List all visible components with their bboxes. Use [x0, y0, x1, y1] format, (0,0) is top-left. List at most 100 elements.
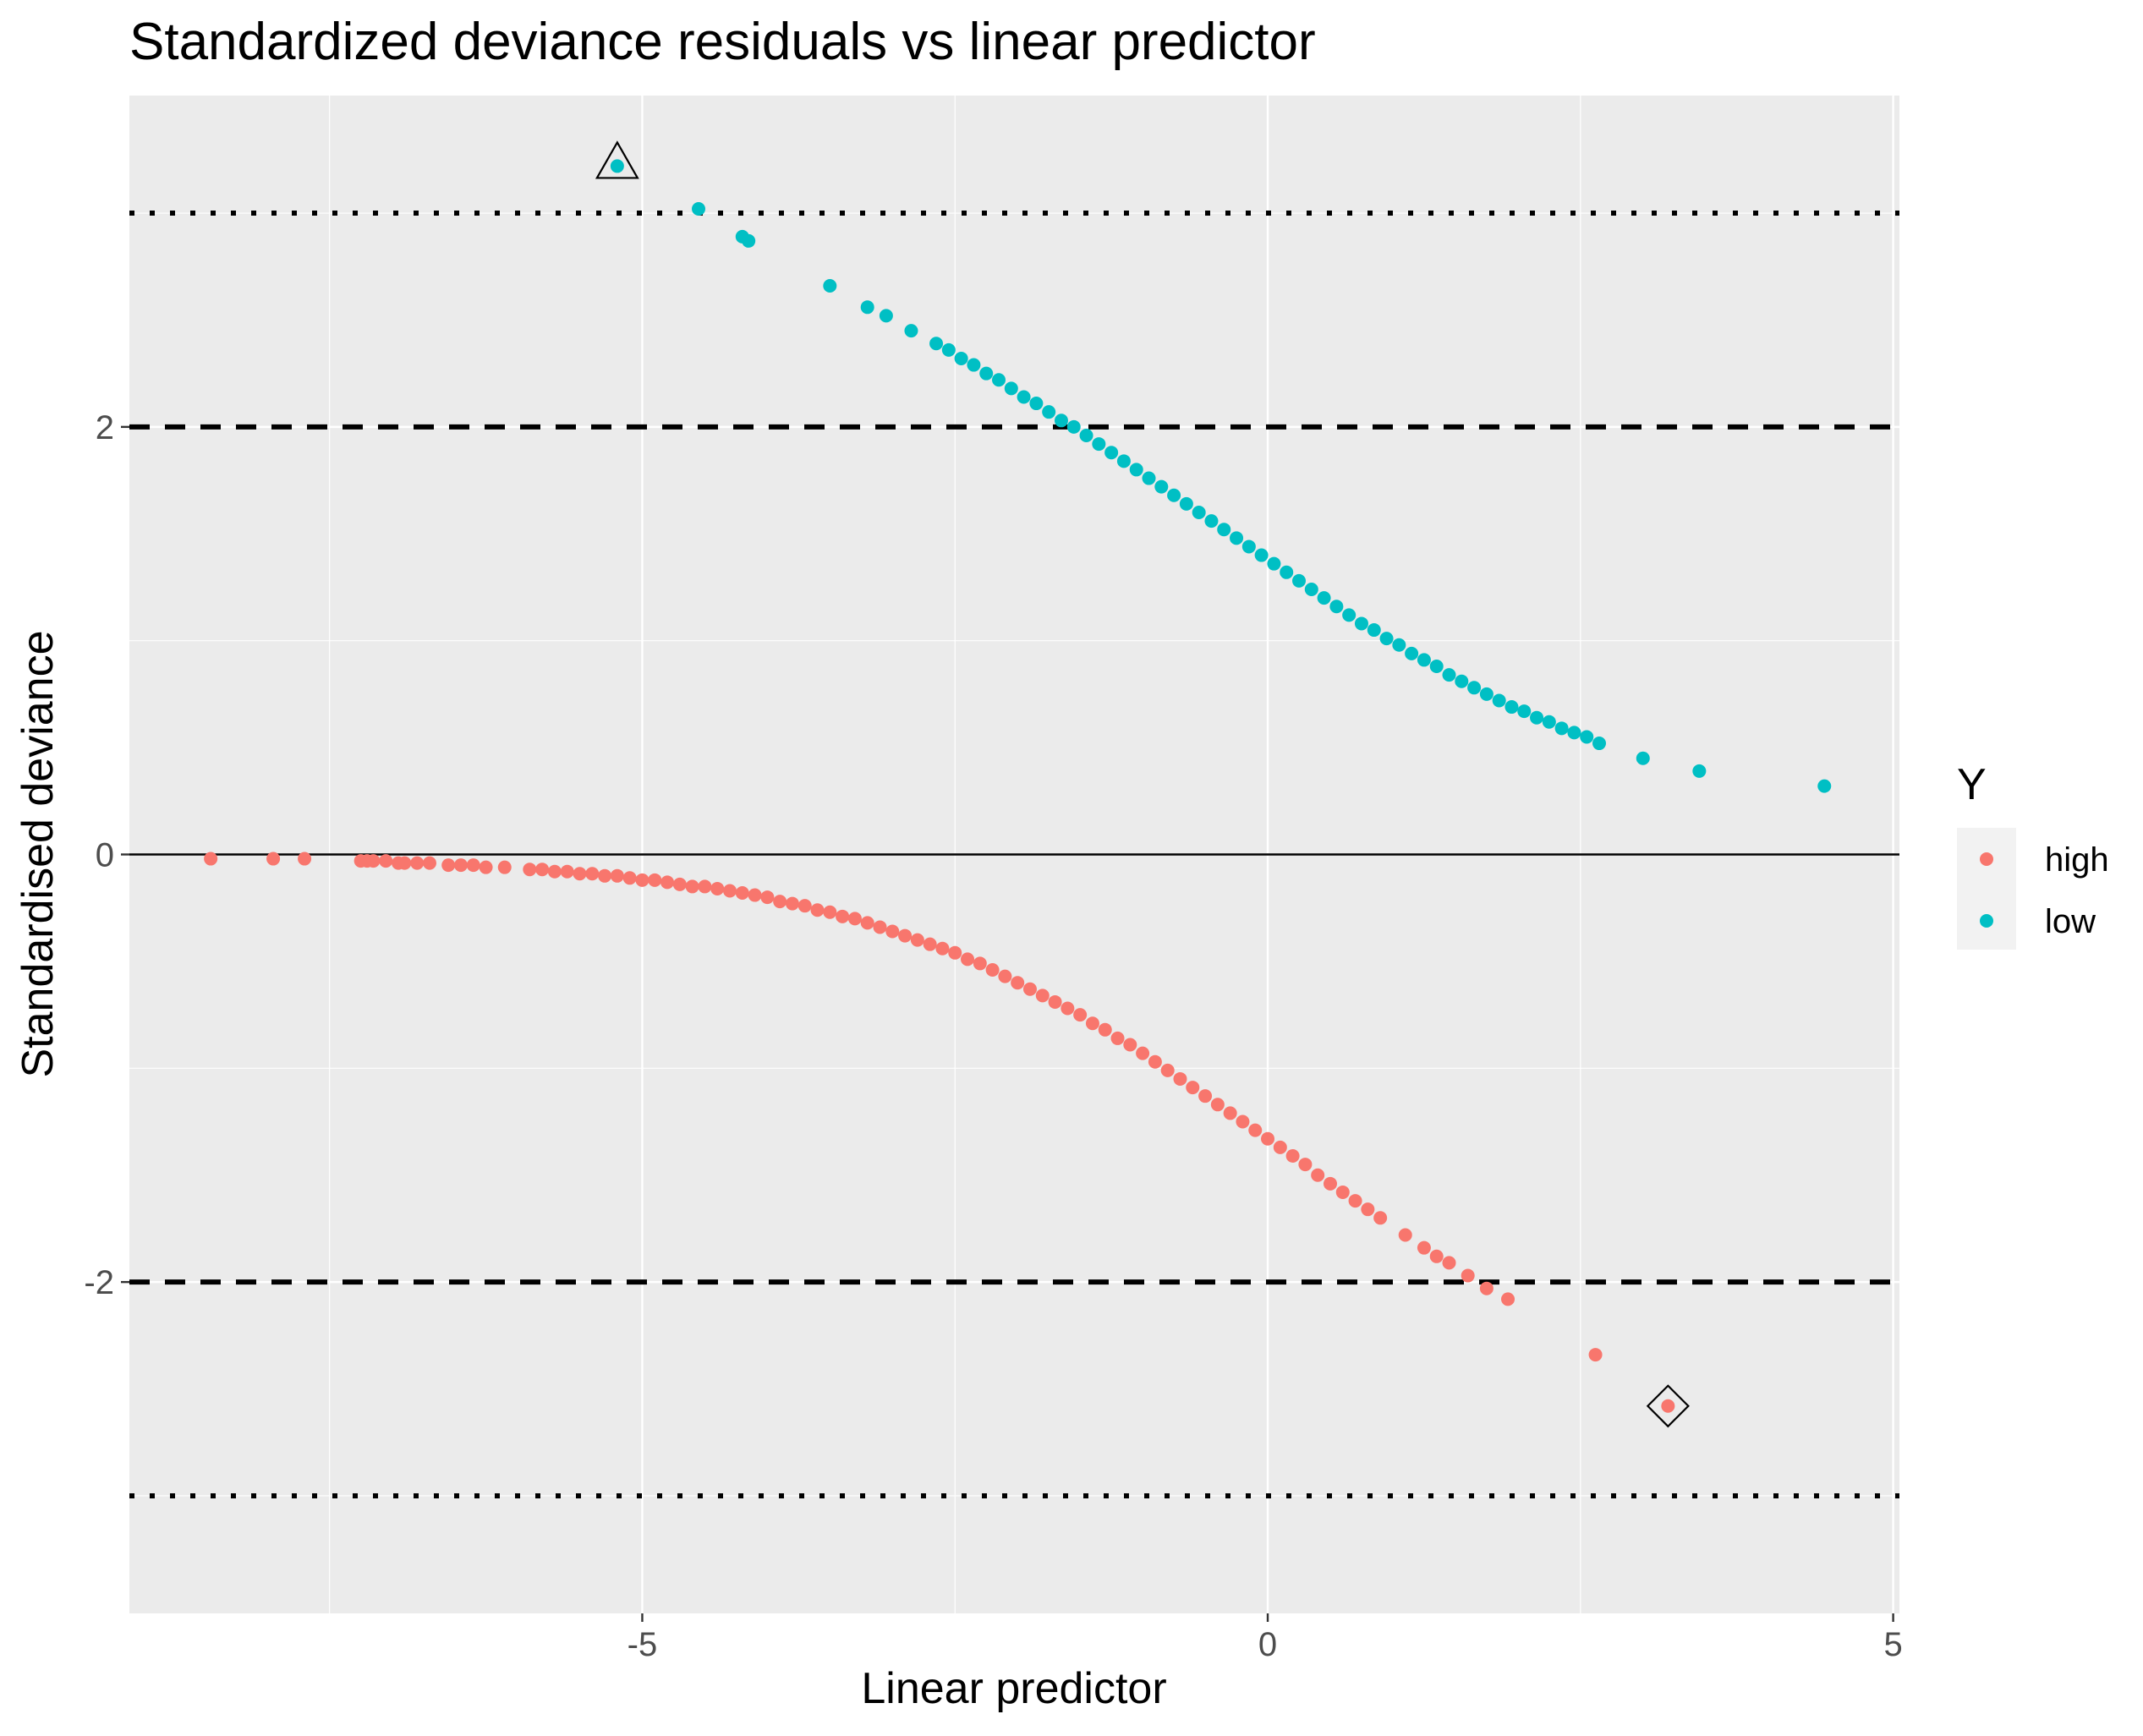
- data-point-high: [685, 879, 699, 894]
- data-point-low: [1042, 405, 1056, 419]
- data-point-low: [954, 351, 968, 365]
- data-point-low: [1192, 505, 1206, 519]
- data-point-low: [1455, 674, 1469, 688]
- legend-label-high: high: [2045, 841, 2109, 879]
- data-point-low: [1054, 413, 1068, 428]
- data-point-low: [1179, 496, 1193, 511]
- data-point-low: [1636, 751, 1650, 765]
- data-point-low: [1692, 764, 1707, 778]
- data-point-low: [904, 324, 918, 338]
- data-point-low: [929, 337, 944, 351]
- data-point-high: [622, 871, 637, 885]
- data-point-low: [879, 309, 893, 323]
- data-point-high: [1035, 988, 1050, 1003]
- data-point-high: [1323, 1176, 1337, 1191]
- data-point-high: [785, 896, 799, 911]
- data-point-high: [535, 863, 550, 877]
- legend: Y high low: [1957, 760, 2109, 950]
- data-point-high: [923, 937, 937, 951]
- legend-entry-low: low: [1980, 903, 2096, 940]
- data-point-low: [1230, 531, 1244, 545]
- data-point-high: [1186, 1081, 1200, 1095]
- data-point-high: [1417, 1240, 1431, 1255]
- data-point-high: [1479, 1281, 1494, 1295]
- data-point-high: [948, 945, 962, 960]
- data-point-high: [610, 868, 624, 883]
- data-point-high: [1073, 1008, 1088, 1022]
- legend-key-background: [1957, 828, 2016, 950]
- data-point-low: [1154, 479, 1169, 494]
- data-point-high: [860, 916, 874, 930]
- data-point-low: [1542, 715, 1556, 729]
- data-point-low: [1492, 693, 1506, 708]
- data-point-low: [1367, 623, 1381, 638]
- data-point-low: [1479, 687, 1494, 701]
- data-point-low: [610, 159, 624, 173]
- data-point-high: [1298, 1158, 1313, 1172]
- legend-key-low: [1980, 914, 1993, 928]
- legend-label-low: low: [2045, 903, 2096, 940]
- data-point-low: [1417, 653, 1431, 667]
- data-point-low: [1442, 668, 1456, 682]
- data-point-high: [836, 909, 850, 923]
- data-point-low: [1379, 632, 1394, 646]
- data-point-low: [1517, 704, 1532, 719]
- data-point-high: [1442, 1256, 1456, 1270]
- data-point-high: [648, 873, 662, 887]
- data-point-high: [204, 852, 218, 866]
- data-point-low: [1304, 583, 1318, 597]
- highlight-markers: [595, 140, 1690, 1428]
- data-point-high: [847, 912, 862, 926]
- data-point-high: [1273, 1140, 1287, 1154]
- data-point-high: [760, 890, 775, 905]
- data-point-high: [298, 852, 312, 866]
- data-point-high: [1335, 1185, 1350, 1199]
- data-point-low: [1292, 573, 1307, 588]
- data-point-high: [1148, 1054, 1162, 1069]
- data-point-high: [523, 863, 537, 877]
- data-point-high: [973, 956, 987, 971]
- data-point-high: [547, 864, 562, 879]
- data-point-high: [1198, 1089, 1213, 1103]
- data-point-high: [1588, 1348, 1603, 1362]
- x-tick-label: 5: [1883, 1626, 1902, 1663]
- data-point-low: [1817, 779, 1832, 793]
- data-point-high: [266, 852, 281, 866]
- data-point-high: [560, 864, 574, 879]
- data-point-high: [379, 854, 393, 868]
- data-point-high: [1136, 1046, 1150, 1060]
- data-point-high: [1173, 1071, 1187, 1086]
- data-point-high: [660, 875, 675, 890]
- data-point-high: [410, 856, 425, 870]
- data-point-low: [1254, 548, 1269, 562]
- data-point-high: [1123, 1038, 1137, 1052]
- data-point-high: [898, 928, 913, 943]
- highlight-triangle-marker: [595, 140, 639, 179]
- data-point-low: [992, 373, 1006, 387]
- x-axis-ticks: -5 0 5: [628, 1613, 1903, 1663]
- data-point-high: [1048, 994, 1062, 1009]
- y-tick-label: 2: [96, 409, 114, 446]
- data-point-high: [885, 924, 900, 939]
- data-point-high: [1236, 1114, 1250, 1129]
- legend-title: Y: [1957, 760, 1987, 809]
- data-point-high: [1210, 1098, 1225, 1112]
- data-point-low: [1429, 660, 1444, 674]
- x-axis-title: Linear predictor: [861, 1664, 1166, 1713]
- data-point-low: [1467, 681, 1482, 695]
- data-point-low: [1280, 565, 1294, 579]
- data-point-high: [985, 963, 1000, 978]
- data-point-low: [1129, 463, 1143, 477]
- data-point-high: [1011, 976, 1025, 990]
- data-points: [204, 159, 1832, 1413]
- data-point-low: [1241, 539, 1256, 554]
- data-point-high: [797, 899, 812, 913]
- data-point-high: [441, 858, 456, 873]
- data-point-high: [961, 952, 975, 967]
- x-tick-label: -5: [628, 1626, 658, 1663]
- data-point-low: [1580, 730, 1594, 744]
- data-point-low: [1317, 591, 1331, 605]
- data-point-low: [1354, 616, 1368, 631]
- data-point-low: [1104, 446, 1119, 460]
- data-point-high: [1429, 1249, 1444, 1263]
